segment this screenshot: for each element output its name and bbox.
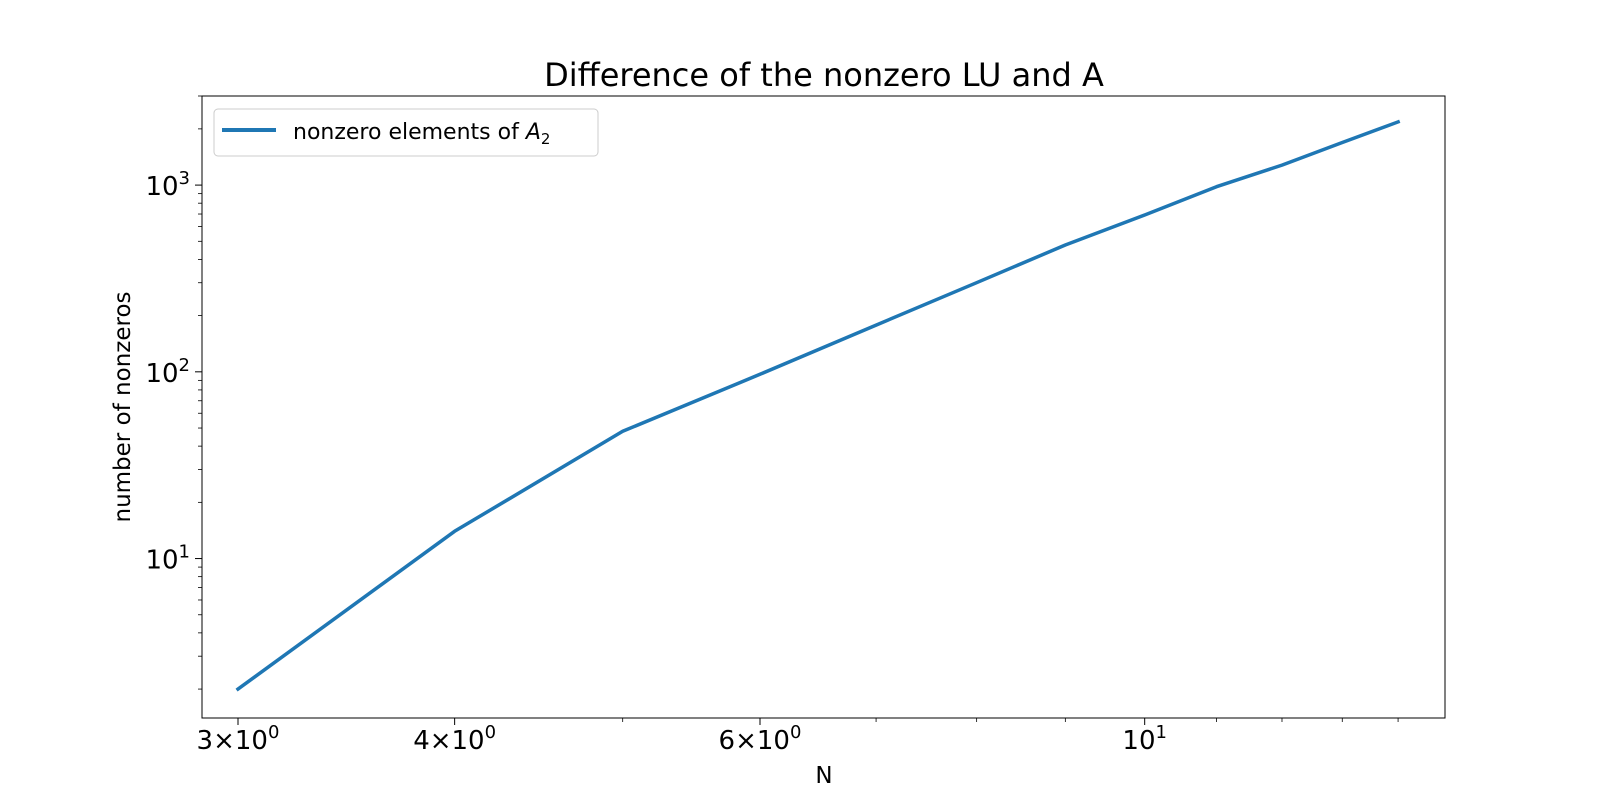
- y-tick-label: 103: [145, 168, 190, 202]
- x-tick-label: 3×100: [197, 722, 280, 756]
- y-tick-label: 102: [145, 355, 190, 389]
- x-tick-label: 6×100: [719, 722, 802, 756]
- plot-frame: [201, 95, 1446, 719]
- legend-box: [213, 108, 599, 157]
- y-tick-label: 101: [145, 542, 190, 576]
- legend: nonzero elements of A2: [213, 108, 599, 157]
- x-axis-label: N: [815, 763, 832, 789]
- x-tick-label: 4×100: [413, 722, 496, 756]
- y-axis-label: number of nonzeros: [110, 291, 136, 522]
- chart-title: Difference of the nonzero LU and A: [544, 56, 1104, 94]
- x-tick-label: 101: [1122, 722, 1167, 756]
- legend-label: nonzero elements of A2: [293, 120, 550, 148]
- series-line-0: [235, 119, 1401, 692]
